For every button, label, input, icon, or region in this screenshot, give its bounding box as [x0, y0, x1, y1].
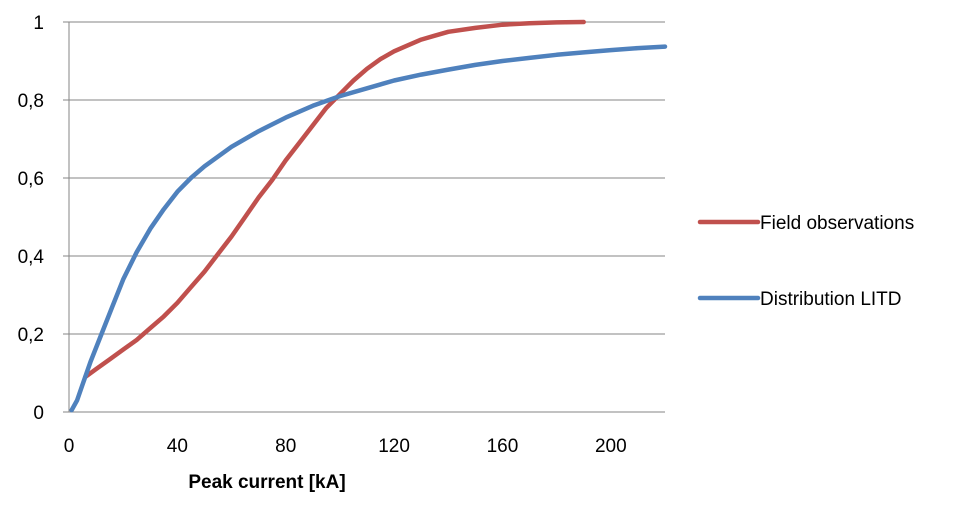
y-tick-label: 0,6 — [18, 169, 44, 190]
series-line-field-observations — [83, 19, 586, 380]
y-tick-label: 1 — [33, 13, 44, 34]
x-tick-label: 120 — [378, 436, 410, 457]
legend-label: Field observations — [760, 213, 914, 234]
x-axis-title: Peak current [kA] — [188, 472, 345, 493]
x-tick-label: 160 — [487, 436, 519, 457]
y-tick-label: 0,8 — [18, 91, 44, 112]
x-tick-label: 40 — [167, 436, 188, 457]
y-tick-label: 0 — [33, 403, 44, 424]
x-tick-label: 0 — [64, 436, 75, 457]
series-lines — [69, 19, 668, 413]
legend: Field observations Distribution LITD — [697, 213, 914, 310]
series-line-distribution-litd — [69, 44, 668, 413]
gridlines — [69, 21, 665, 335]
axes: 0 0,2 0,4 0,6 0,8 1 0 40 80 120 160 200 — [18, 13, 665, 457]
legend-label: Distribution LITD — [760, 289, 902, 310]
y-tick-label: 0,4 — [18, 247, 45, 268]
x-tick-label: 80 — [275, 436, 296, 457]
y-tick-label: 0,2 — [18, 325, 44, 346]
x-tick-label: 200 — [595, 436, 627, 457]
